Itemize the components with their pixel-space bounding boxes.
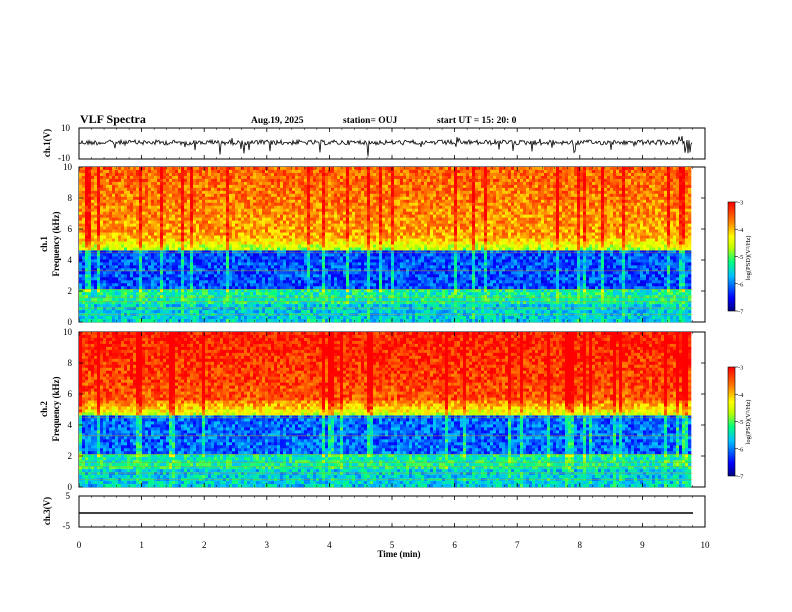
time-tick-label: 3 — [265, 540, 270, 550]
ch1-ylabel-channel: ch.1 — [39, 236, 49, 252]
ch2-colorbar: -3 -4 -5 -6 -7 log(PSD)(V²/Hz) — [727, 365, 752, 481]
time-tick-label: 0 — [77, 540, 82, 550]
ch2-colorbar-tick: -6 — [738, 446, 744, 453]
ch1-ytick-label: 0 — [68, 317, 73, 327]
ch2-ytick-label: 0 — [68, 482, 73, 492]
start-time-label: start UT = 15: 20: 0 — [437, 116, 517, 126]
time-tick-label: 8 — [578, 540, 583, 550]
ch2-ytick-label: 8 — [68, 358, 73, 368]
ch3-waveform-panel: 5 -5 ch.3(V) — [42, 491, 706, 531]
ch2-ylabel-channel: ch.2 — [39, 401, 49, 417]
ch1-colorbar-tick: -5 — [738, 254, 743, 261]
ch3-ylabel: ch.3(V) — [42, 497, 52, 525]
time-tick-label: 5 — [390, 540, 395, 550]
ch2-ytick-label: 4 — [68, 420, 73, 430]
ch2-ytick-label: 6 — [68, 389, 73, 399]
time-tick-label: 4 — [327, 540, 332, 550]
time-axis: 0 1 2 3 4 5 6 7 8 9 10 — [77, 128, 710, 550]
ch1-ytick-label: 2 — [68, 286, 73, 296]
ch1-ytick-top: 10 — [61, 123, 71, 133]
ch2-ytick-label: 2 — [68, 451, 73, 461]
ch1-colorbar-label: log(PSD)(V²/Hz) — [745, 236, 752, 281]
ch1-ytick-label: 6 — [68, 224, 73, 234]
ch2-colorbar-tick: -3 — [738, 365, 743, 372]
ch3-ytick-top: 5 — [66, 491, 71, 501]
station-label: station= OUJ — [343, 116, 397, 126]
ch1-colorbar-tick: -7 — [738, 309, 744, 316]
ch1-ytick-label: 10 — [63, 162, 73, 172]
ch1-colorbar-tick: -6 — [738, 281, 744, 288]
ch1-waveform-panel: 10 -10 ch.1(V) — [42, 123, 706, 163]
ch1-ylabel-frequency: Frequency (kHz) — [51, 211, 61, 276]
ch1-ylabel: ch.1(V) — [42, 129, 52, 157]
ch1-colorbar-tick: -4 — [738, 227, 744, 234]
ch2-ylabel-frequency: Frequency (kHz) — [51, 376, 61, 441]
ch2-colorbar-tick: -7 — [738, 474, 744, 481]
ch2-colorbar-tick: -4 — [738, 392, 744, 399]
ch1-waveform-path — [78, 136, 693, 157]
ch1-ytick-label: 4 — [68, 255, 73, 265]
time-tick-label: 6 — [452, 540, 457, 550]
ch1-colorbar: -3 -4 -5 -6 -7 log(PSD)(V²/Hz) — [727, 200, 752, 316]
ch2-spectrogram-heatmap — [79, 332, 693, 488]
time-tick-label: 2 — [202, 540, 207, 550]
time-axis-label: Time (min) — [377, 549, 420, 559]
ch1-spectrogram-heatmap — [79, 167, 693, 323]
ch2-spectrogram-panel: 0 2 4 6 8 10 ch.2 Frequency (kHz) — [39, 327, 706, 492]
ch1-ytick-label: 8 — [68, 193, 73, 203]
date-label: Aug.19, 2025 — [251, 116, 304, 126]
ch1-colorbar-tick: -3 — [738, 200, 743, 207]
time-tick-label: 7 — [515, 540, 520, 550]
ch2-colorbar-label: log(PSD)(V²/Hz) — [745, 400, 752, 445]
ch2-colorbar-tick: -5 — [738, 419, 743, 426]
time-tick-label: 9 — [640, 540, 645, 550]
ch1-waveform-series — [78, 136, 693, 157]
ch1-spectrogram-panel: 0 2 4 6 8 10 ch.1 Frequency (kHz) — [39, 162, 706, 327]
ch2-ytick-label: 10 — [63, 327, 73, 337]
figure-title: VLF Spectra — [80, 112, 146, 126]
time-tick-label: 1 — [139, 540, 144, 550]
ch1-ytick-bottom: -10 — [58, 153, 70, 163]
time-tick-label: 10 — [701, 540, 711, 550]
ch3-ytick-bottom: -5 — [63, 521, 71, 531]
